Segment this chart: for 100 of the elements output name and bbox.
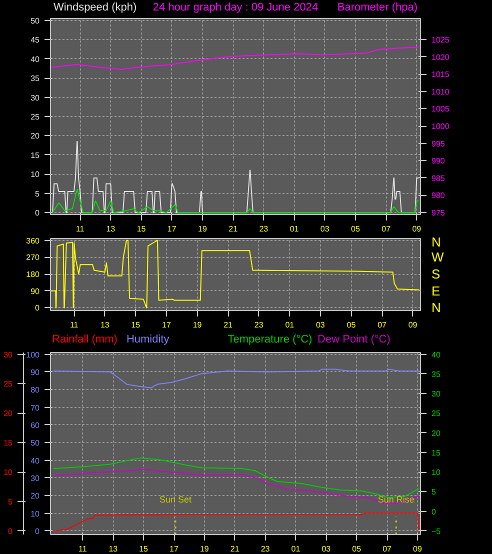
x-tick-label: 23 [260, 544, 270, 554]
y3-tick-label: 25 [432, 409, 441, 418]
y3-tick-label: −5 [432, 526, 442, 536]
y-tick-label: 60 [30, 420, 40, 430]
y-tick-label: 40 [30, 54, 40, 64]
y2-tick-label: 975 [432, 208, 446, 218]
text: E [432, 283, 440, 298]
x-tick-label: 03 [320, 224, 330, 234]
y-tick-label: 10 [30, 170, 40, 180]
y-tick-label: 30 [30, 93, 40, 102]
x-tick-label: 13 [106, 224, 116, 234]
y-tick-label: 10 [30, 509, 40, 518]
y2-tick-label: 985 [432, 174, 446, 183]
text: Dew Point (°C) [318, 334, 390, 346]
y2-tick-label: 1025 [432, 36, 450, 45]
x-tick-label: 09 [413, 544, 422, 554]
x-tick-label: 15 [131, 320, 141, 330]
text: W [432, 250, 444, 265]
y2-tick-label: 10 [4, 468, 14, 478]
x-tick-label: 13 [100, 320, 110, 330]
y3-tick-label: 30 [432, 390, 441, 399]
x-tick-label: 05 [346, 320, 356, 330]
x-tick-label: 17 [170, 544, 179, 554]
line-series [50, 240, 420, 308]
x-tick-label: 19 [200, 544, 210, 554]
y-tick-label: 90 [30, 368, 40, 377]
x-tick-label: 19 [198, 224, 208, 234]
x-tick-label: 21 [224, 320, 234, 330]
x-tick-label: 01 [285, 320, 295, 330]
y2-tick-label: 5 [8, 498, 14, 507]
text: Humidity [126, 334, 170, 346]
y2-tick-label: 1005 [432, 104, 450, 114]
y-tick-label: 35 [30, 74, 40, 84]
y2-tick-label: 1010 [432, 87, 450, 96]
y-tick-label: 180 [26, 270, 40, 280]
x-tick-label: 23 [259, 224, 269, 234]
x-tick-label: 17 [162, 320, 172, 330]
y2-tick-label: 0 [8, 526, 14, 536]
y3-tick-label: 5 [432, 488, 436, 497]
x-tick-label: 07 [378, 320, 388, 330]
y-tick-label: 100 [26, 350, 40, 360]
y-tick-label: 20 [30, 132, 40, 141]
y-tick-label: 30 [30, 474, 40, 483]
y-tick-label: 50 [30, 438, 40, 448]
x-tick-label: 09 [408, 320, 418, 330]
x-tick-label: 15 [136, 224, 146, 234]
x-tick-label: 01 [291, 544, 301, 554]
y-tick-label: 0 [35, 304, 40, 313]
x-tick-label: 11 [70, 320, 79, 330]
y-tick-label: 5 [35, 189, 40, 198]
text: Temperature (°C) [228, 334, 312, 346]
y3-tick-label: 0 [432, 507, 436, 516]
y3-tick-label: 20 [432, 428, 441, 438]
y3-tick-label: 35 [432, 370, 441, 379]
y2-tick-label: 30 [4, 350, 14, 360]
y2-tick-label: 25 [4, 380, 14, 389]
x-tick-label: 01 [290, 224, 300, 234]
x-tick-label: 09 [412, 224, 422, 234]
y-tick-label: 50 [30, 16, 40, 26]
x-tick-label: 03 [322, 544, 332, 554]
y-tick-label: 90 [30, 286, 40, 296]
x-tick-label: 07 [382, 544, 392, 554]
y-tick-label: 0 [35, 208, 40, 218]
y2-tick-label: 1000 [432, 122, 450, 132]
y2-tick-label: 990 [432, 156, 446, 166]
y-tick-label: 20 [30, 492, 40, 501]
y3-tick-label: 15 [432, 448, 441, 458]
y-tick-label: 0 [35, 526, 40, 536]
y2-tick-label: 995 [432, 139, 446, 148]
y-tick-label: 45 [30, 36, 40, 45]
y2-tick-label: 20 [4, 409, 14, 418]
x-tick-label: 15 [139, 544, 149, 554]
x-tick-label: 05 [352, 544, 362, 554]
x-tick-label: 19 [192, 320, 202, 330]
x-tick-label: 13 [108, 544, 118, 554]
y-tick-label: 270 [26, 253, 40, 262]
y-tick-label: 360 [26, 236, 40, 246]
x-tick-label: 03 [316, 320, 326, 330]
x-tick-label: 07 [382, 224, 392, 234]
x-tick-label: 21 [230, 544, 240, 554]
x-tick-label: 17 [167, 224, 177, 234]
text: N [432, 234, 441, 250]
line-series [53, 468, 420, 504]
line-series [51, 46, 419, 70]
y2-tick-label: 1020 [432, 52, 450, 62]
y-tick-label: 15 [30, 150, 40, 160]
y3-tick-label: 40 [432, 350, 441, 360]
line-series [52, 189, 419, 214]
line-series [53, 368, 420, 388]
y-tick-label: 40 [30, 456, 40, 466]
y-axis-title: Windspeed (kph) [54, 2, 137, 14]
y-tick-label: 25 [30, 112, 40, 122]
y-tick-label: 80 [30, 386, 40, 395]
text: S [432, 266, 440, 282]
line-series [53, 512, 420, 532]
x-tick-label: 23 [254, 320, 264, 330]
text: Rainfall (mm) [52, 334, 118, 346]
x-tick-label: 05 [351, 224, 360, 234]
y2-tick-label: 15 [4, 438, 14, 448]
x-tick-label: 11 [78, 544, 88, 554]
